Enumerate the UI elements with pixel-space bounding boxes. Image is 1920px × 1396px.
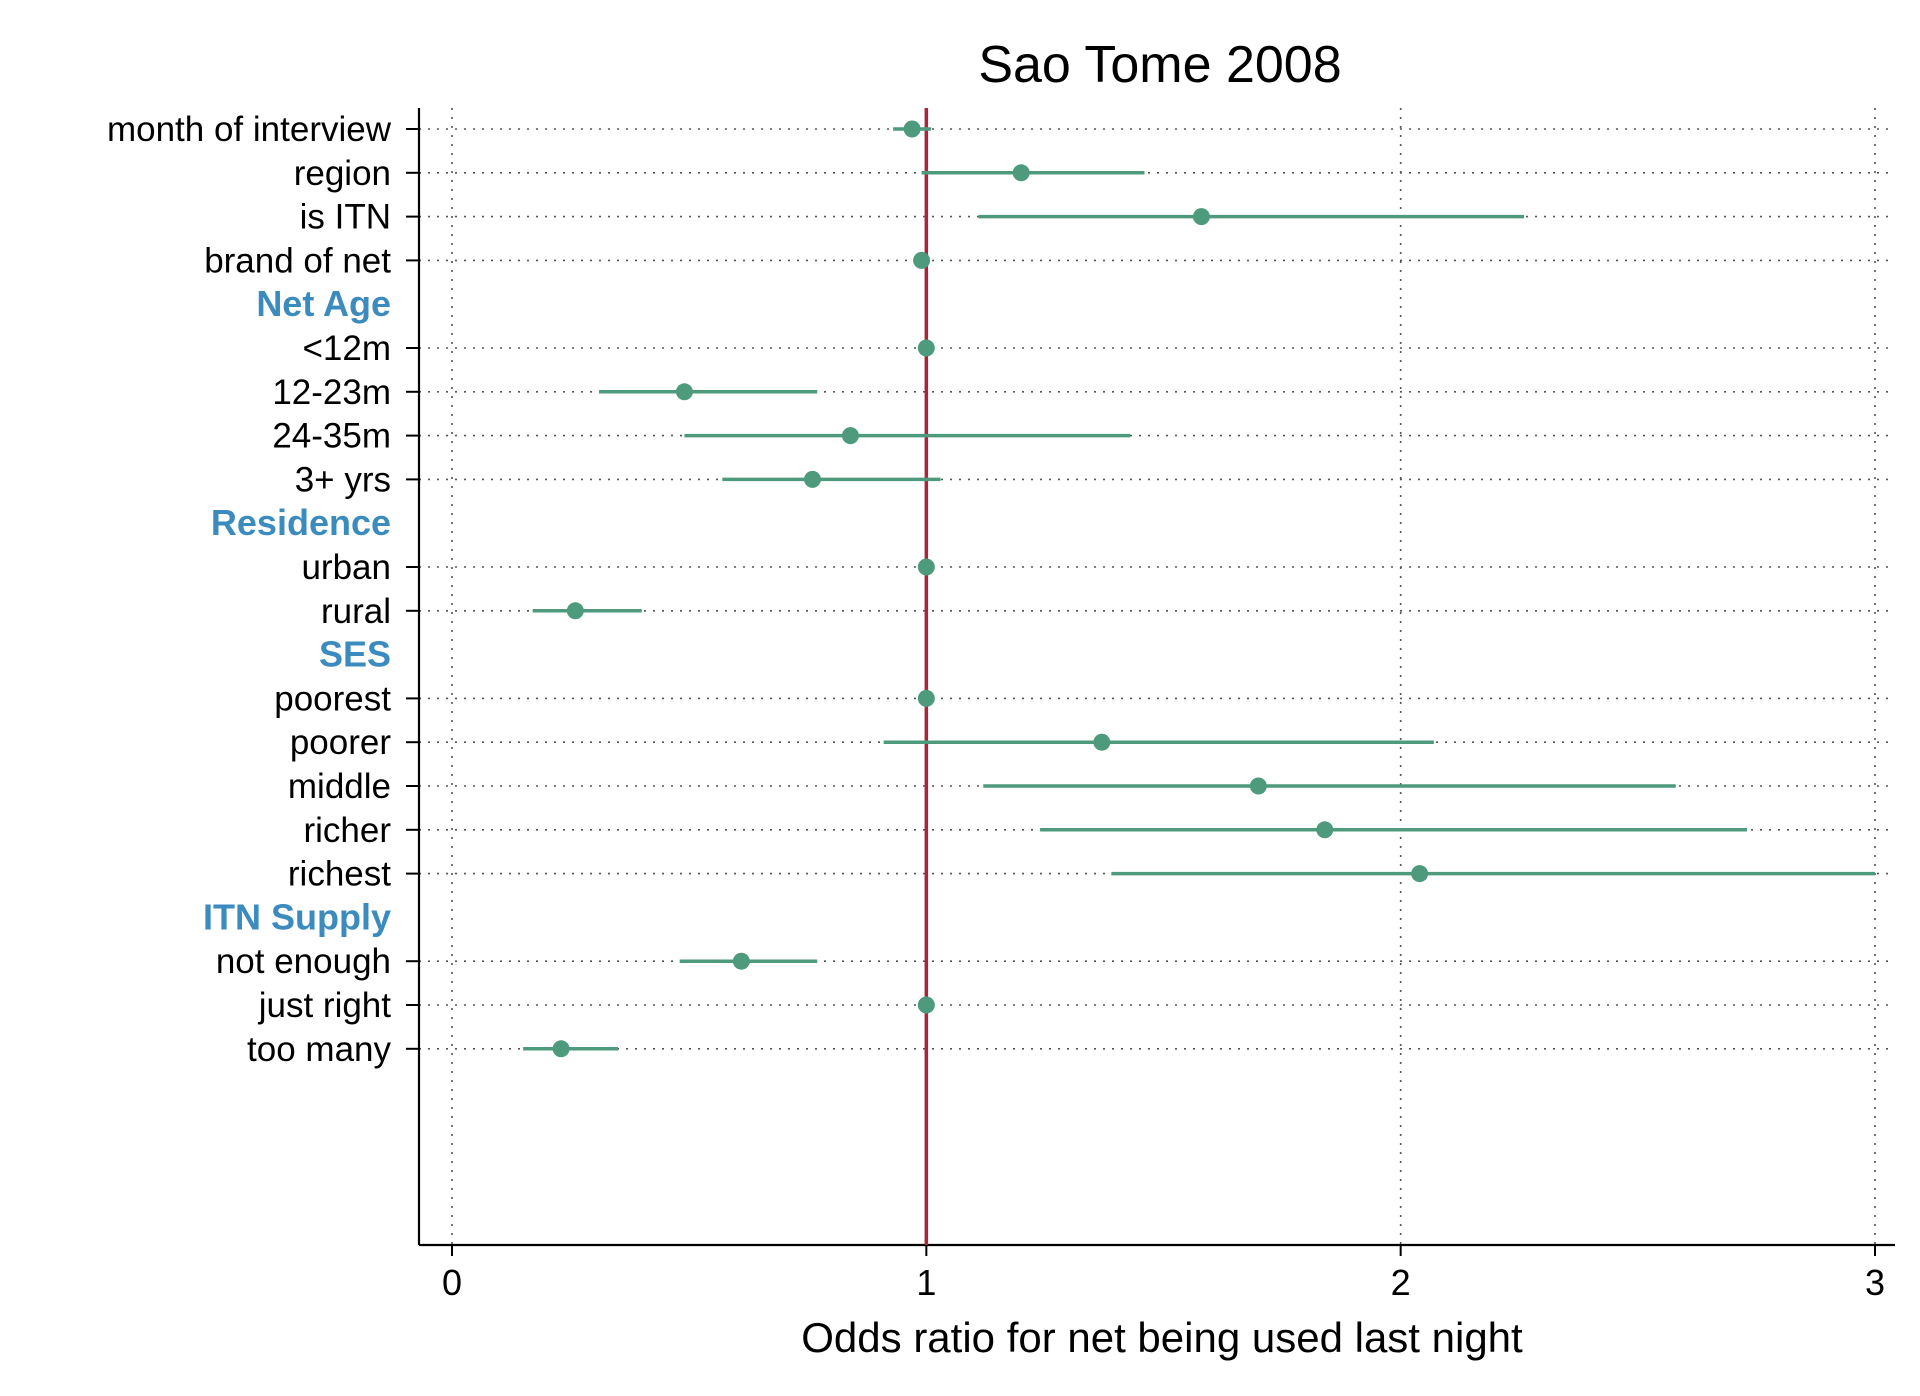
grid-lines (419, 108, 1895, 1245)
odds-ratio-point (1012, 164, 1030, 182)
odds-ratio-point (1411, 865, 1429, 883)
row-label: not enough (216, 942, 391, 981)
row-label: too many (247, 1030, 391, 1069)
x-tick-label: 3 (1865, 1262, 1885, 1303)
row-label: richer (303, 811, 391, 850)
odds-ratio-point (1093, 733, 1111, 751)
row-label: poorest (274, 679, 391, 718)
group-header-label: ITN Supply (203, 896, 391, 937)
odds-ratio-point (917, 558, 935, 576)
odds-ratio-point (913, 251, 931, 269)
x-axis-ticks: 0 1 2 3 (406, 128, 1885, 1303)
group-header-label: SES (319, 634, 391, 675)
odds-ratio-point (841, 427, 859, 445)
row-label: region (294, 154, 391, 193)
row-label: is ITN (300, 198, 391, 237)
row-label: month of interview (107, 110, 392, 149)
odds-ratio-point (903, 120, 921, 138)
odds-ratio-point (917, 996, 935, 1014)
group-header-label: Net Age (256, 283, 391, 324)
odds-ratio-point (1192, 208, 1210, 226)
odds-ratio-point (1249, 777, 1267, 795)
row-label: middle (288, 767, 391, 806)
row-label: <12m (302, 329, 391, 368)
x-axis-label: Odds ratio for net being used last night (801, 1314, 1523, 1361)
chart-title: Sao Tome 2008 (978, 36, 1341, 94)
row-label: 12-23m (272, 373, 391, 412)
odds-ratio-point (552, 1040, 570, 1058)
row-label: poorer (290, 723, 392, 762)
row-label: richest (288, 855, 391, 894)
row-label: 24-35m (272, 417, 391, 456)
odds-ratio-point (917, 689, 935, 707)
odds-ratio-point (566, 602, 584, 620)
x-tick-label: 1 (916, 1262, 936, 1303)
odds-ratio-point (675, 383, 693, 401)
row-label: brand of net (204, 241, 391, 280)
x-tick-label: 0 (442, 1262, 462, 1303)
row-label: rural (321, 592, 391, 631)
row-label: just right (258, 986, 392, 1025)
row-label: 3+ yrs (295, 460, 391, 499)
x-tick-label: 2 (1391, 1262, 1411, 1303)
group-header-label: Residence (211, 502, 391, 543)
row-labels: month of interview region is ITN brand of n… (107, 110, 392, 1069)
odds-ratio-point (1316, 821, 1334, 839)
odds-ratio-point (917, 339, 935, 357)
row-label: urban (301, 548, 391, 587)
odds-ratio-point (803, 470, 821, 488)
odds-ratio-point (732, 952, 750, 970)
estimates (523, 120, 1875, 1058)
